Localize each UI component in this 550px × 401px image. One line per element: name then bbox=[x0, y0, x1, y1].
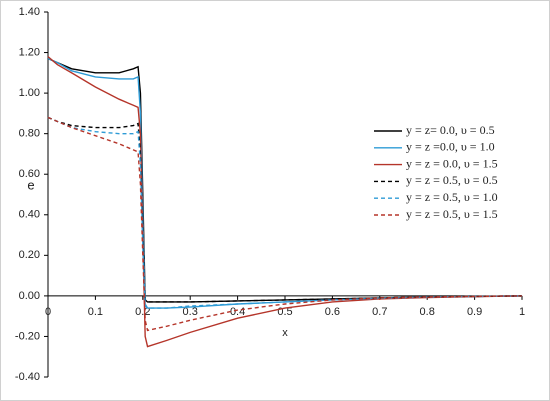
y-tick-label: 0.60 bbox=[19, 168, 40, 180]
legend-label: y = z= 0.0, υ = 0.5 bbox=[406, 123, 495, 137]
x-tick-label: 0.3 bbox=[183, 306, 198, 318]
legend: y = z= 0.0, υ = 0.5 y = z =0.0, υ = 1.0 y … bbox=[374, 123, 498, 221]
y-tick-label: 0.40 bbox=[19, 209, 40, 221]
y-tick-label: 1.20 bbox=[19, 46, 40, 58]
y-tick-label: -0.20 bbox=[15, 330, 40, 342]
x-tick-label: 0.1 bbox=[88, 306, 103, 318]
y-tick-label: 1.40 bbox=[19, 6, 40, 18]
y-axis-label: e bbox=[27, 177, 34, 192]
y-tick-label: -0.40 bbox=[15, 371, 40, 383]
x-axis-label: x bbox=[282, 327, 288, 339]
legend-label: y = z = 0.5, υ = 0.5 bbox=[406, 173, 498, 187]
x-tick-label: 1 bbox=[519, 306, 525, 318]
legend-label: y = z =0.0, υ = 1.0 bbox=[406, 140, 495, 154]
x-tick-label: 0.4 bbox=[230, 306, 245, 318]
series-line bbox=[47, 116, 523, 303]
x-tick-label: 0.2 bbox=[135, 306, 150, 318]
x-tick-label: 0.6 bbox=[325, 306, 340, 318]
x-tick-label: 0.7 bbox=[372, 306, 387, 318]
x-tick-label: 0 bbox=[45, 306, 51, 318]
x-tick-label: 0.9 bbox=[467, 306, 482, 318]
series-line bbox=[47, 116, 523, 332]
legend-label: y = z = 0.5, υ = 1.5 bbox=[406, 207, 498, 221]
y-tick-label: 1.00 bbox=[19, 87, 40, 99]
x-tick-label: 0.8 bbox=[420, 306, 435, 318]
legend-label: y = z = 0.5, υ = 1.0 bbox=[406, 190, 498, 204]
legend-label: y = z = 0.0, υ = 1.5 bbox=[406, 156, 498, 170]
y-tick-label: 0.80 bbox=[19, 128, 40, 140]
y-tick-label: 0.20 bbox=[19, 249, 40, 261]
y-tick-label: 0.00 bbox=[19, 290, 40, 302]
